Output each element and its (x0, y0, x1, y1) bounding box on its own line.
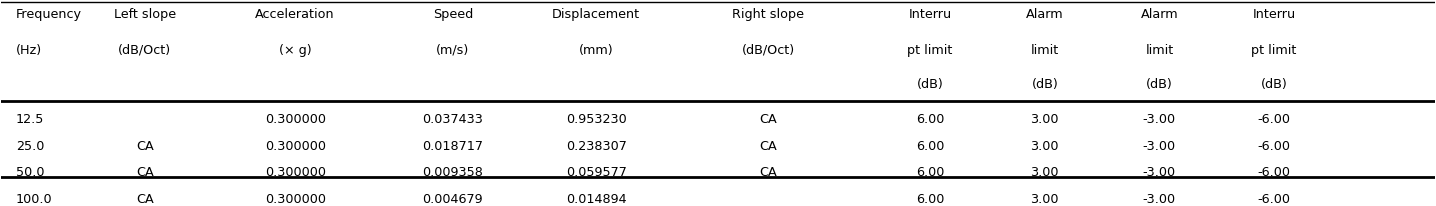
Text: 6.00: 6.00 (916, 140, 945, 153)
Text: Interru: Interru (909, 8, 952, 21)
Text: -6.00: -6.00 (1258, 193, 1291, 206)
Text: 12.5: 12.5 (16, 113, 45, 126)
Text: pt limit: pt limit (1251, 44, 1297, 57)
Text: 3.00: 3.00 (1031, 140, 1058, 153)
Text: (dB): (dB) (1261, 78, 1288, 91)
Text: 0.059577: 0.059577 (566, 166, 626, 179)
Text: CA: CA (760, 113, 777, 126)
Text: -6.00: -6.00 (1258, 166, 1291, 179)
Text: CA: CA (136, 166, 154, 179)
Text: -3.00: -3.00 (1143, 166, 1176, 179)
Text: Speed: Speed (432, 8, 472, 21)
Text: (× g): (× g) (279, 44, 312, 57)
Text: 6.00: 6.00 (916, 166, 945, 179)
Text: Displacement: Displacement (551, 8, 640, 21)
Text: Interru: Interru (1252, 8, 1295, 21)
Text: Alarm: Alarm (1140, 8, 1179, 21)
Text: 6.00: 6.00 (916, 193, 945, 206)
Text: (mm): (mm) (579, 44, 613, 57)
Text: 0.014894: 0.014894 (566, 193, 626, 206)
Text: CA: CA (760, 140, 777, 153)
Text: -6.00: -6.00 (1258, 140, 1291, 153)
Text: pt limit: pt limit (908, 44, 954, 57)
Text: 0.300000: 0.300000 (264, 113, 326, 126)
Text: 0.037433: 0.037433 (422, 113, 484, 126)
Text: (dB): (dB) (1031, 78, 1058, 91)
Text: (Hz): (Hz) (16, 44, 42, 57)
Text: -3.00: -3.00 (1143, 113, 1176, 126)
Text: 50.0: 50.0 (16, 166, 45, 179)
Text: (dB): (dB) (916, 78, 943, 91)
Text: 0.300000: 0.300000 (264, 140, 326, 153)
Text: Left slope: Left slope (113, 8, 175, 21)
Text: -3.00: -3.00 (1143, 193, 1176, 206)
Text: Alarm: Alarm (1025, 8, 1064, 21)
Text: (dB): (dB) (1146, 78, 1173, 91)
Text: limit: limit (1031, 44, 1058, 57)
Text: 100.0: 100.0 (16, 193, 52, 206)
Text: 3.00: 3.00 (1031, 193, 1058, 206)
Text: 6.00: 6.00 (916, 113, 945, 126)
Text: limit: limit (1146, 44, 1173, 57)
Text: (m/s): (m/s) (437, 44, 470, 57)
Text: 0.238307: 0.238307 (566, 140, 626, 153)
Text: 0.300000: 0.300000 (264, 166, 326, 179)
Text: 3.00: 3.00 (1031, 166, 1058, 179)
Text: CA: CA (760, 166, 777, 179)
Text: 3.00: 3.00 (1031, 113, 1058, 126)
Text: 0.953230: 0.953230 (566, 113, 626, 126)
Text: (dB/Oct): (dB/Oct) (118, 44, 171, 57)
Text: (dB/Oct): (dB/Oct) (741, 44, 794, 57)
Text: 0.009358: 0.009358 (422, 166, 484, 179)
Text: Acceleration: Acceleration (256, 8, 335, 21)
Text: CA: CA (136, 140, 154, 153)
Text: 25.0: 25.0 (16, 140, 45, 153)
Text: CA: CA (136, 193, 154, 206)
Text: -6.00: -6.00 (1258, 113, 1291, 126)
Text: 0.018717: 0.018717 (422, 140, 484, 153)
Text: Frequency: Frequency (16, 8, 82, 21)
Text: 0.004679: 0.004679 (422, 193, 482, 206)
Text: -3.00: -3.00 (1143, 140, 1176, 153)
Text: 0.300000: 0.300000 (264, 193, 326, 206)
Text: Right slope: Right slope (732, 8, 804, 21)
